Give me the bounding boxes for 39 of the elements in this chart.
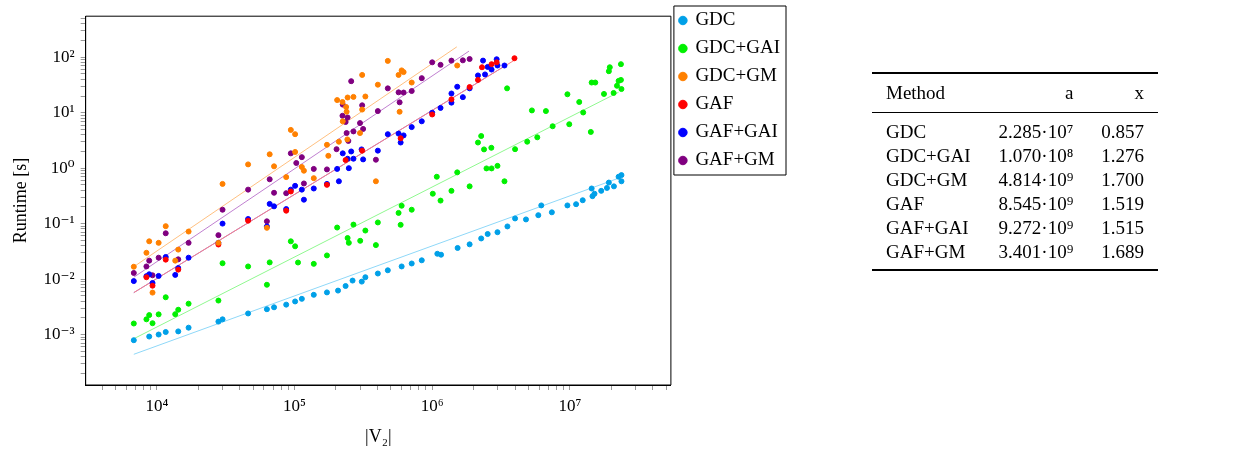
data-label: 0.857 — [1100, 120, 1146, 144]
legend-label: GDC — [695, 8, 736, 30]
text: Method — [885, 81, 947, 105]
legend-label: GAF — [695, 92, 734, 114]
x-tick-label: 10⁵ — [283, 395, 307, 415]
x-tick-label: 10⁴ — [145, 395, 169, 415]
x-axis-title: |V₂| — [365, 425, 392, 446]
data-label: 8.545·10⁹ — [997, 192, 1075, 216]
data-label: 1.689 — [1100, 240, 1146, 264]
category-label: GAF+GM — [885, 240, 967, 264]
x-tick-label: 10⁶ — [420, 395, 444, 415]
category-label: GDC — [885, 120, 928, 144]
data-label: 1.070·10⁸ — [997, 144, 1075, 168]
data-label: 1.519 — [1100, 192, 1146, 216]
data-label: 4.814·10⁹ — [997, 168, 1075, 192]
category-label: GDC+GAI — [885, 144, 972, 168]
legend-label: GDC+GM — [695, 64, 777, 86]
y-tick-label: 10⁻² — [43, 268, 75, 288]
category-label: GAF — [885, 192, 925, 216]
data-label: 1.700 — [1100, 168, 1146, 192]
data-label: 1.515 — [1100, 216, 1146, 240]
text: a — [1063, 81, 1075, 105]
y-tick-label: 10⁻¹ — [43, 213, 75, 233]
data-label: 9.272·10⁹ — [997, 216, 1075, 240]
legend-label: GAF+GAI — [695, 120, 778, 142]
y-tick-label: 10¹ — [52, 102, 75, 122]
text: x — [1133, 81, 1146, 105]
category-label: GAF+GAI — [885, 216, 970, 240]
legend-label: GAF+GM — [695, 148, 775, 170]
data-label: 1.276 — [1100, 144, 1146, 168]
y-tick-label: 10² — [52, 46, 75, 66]
data-label: 2.285·10⁷ — [997, 120, 1075, 144]
data-label: 3.401·10⁹ — [997, 240, 1075, 264]
legend-label: GDC+GAI — [695, 36, 781, 58]
y-tick-label: 10⁻³ — [43, 324, 75, 343]
y-axis-title: Runtime [s] — [9, 157, 30, 244]
y-tick-label: 10⁰ — [50, 157, 75, 177]
x-tick-label: 10⁷ — [558, 395, 582, 415]
category-label: GDC+GM — [885, 168, 969, 192]
